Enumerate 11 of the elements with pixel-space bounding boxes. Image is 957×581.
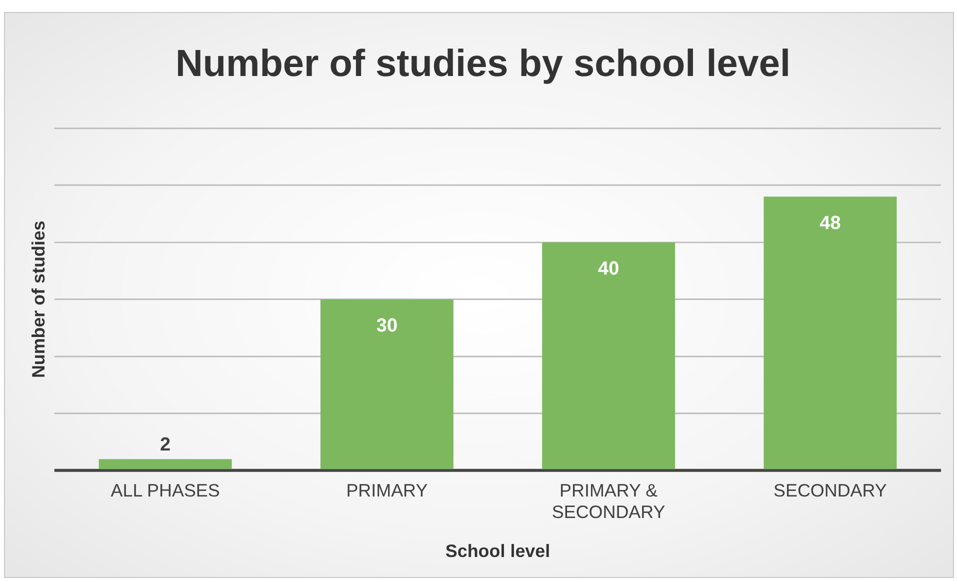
x-tick-label: ALL PHASES <box>110 480 220 500</box>
x-tick-label: SECONDARY <box>774 480 887 500</box>
data-label: 2 <box>160 434 171 456</box>
x-tick-label: PRIMARY & SECONDARY <box>552 480 666 522</box>
chart-title: Number of studies by school level <box>175 43 790 86</box>
x-tick-label: PRIMARY <box>346 480 428 500</box>
data-label: 30 <box>376 316 398 336</box>
x-axis-title: School level <box>445 541 550 562</box>
data-label: 48 <box>820 212 841 234</box>
y-axis-title: Number of studies <box>28 220 49 378</box>
data-label: 40 <box>598 258 620 280</box>
